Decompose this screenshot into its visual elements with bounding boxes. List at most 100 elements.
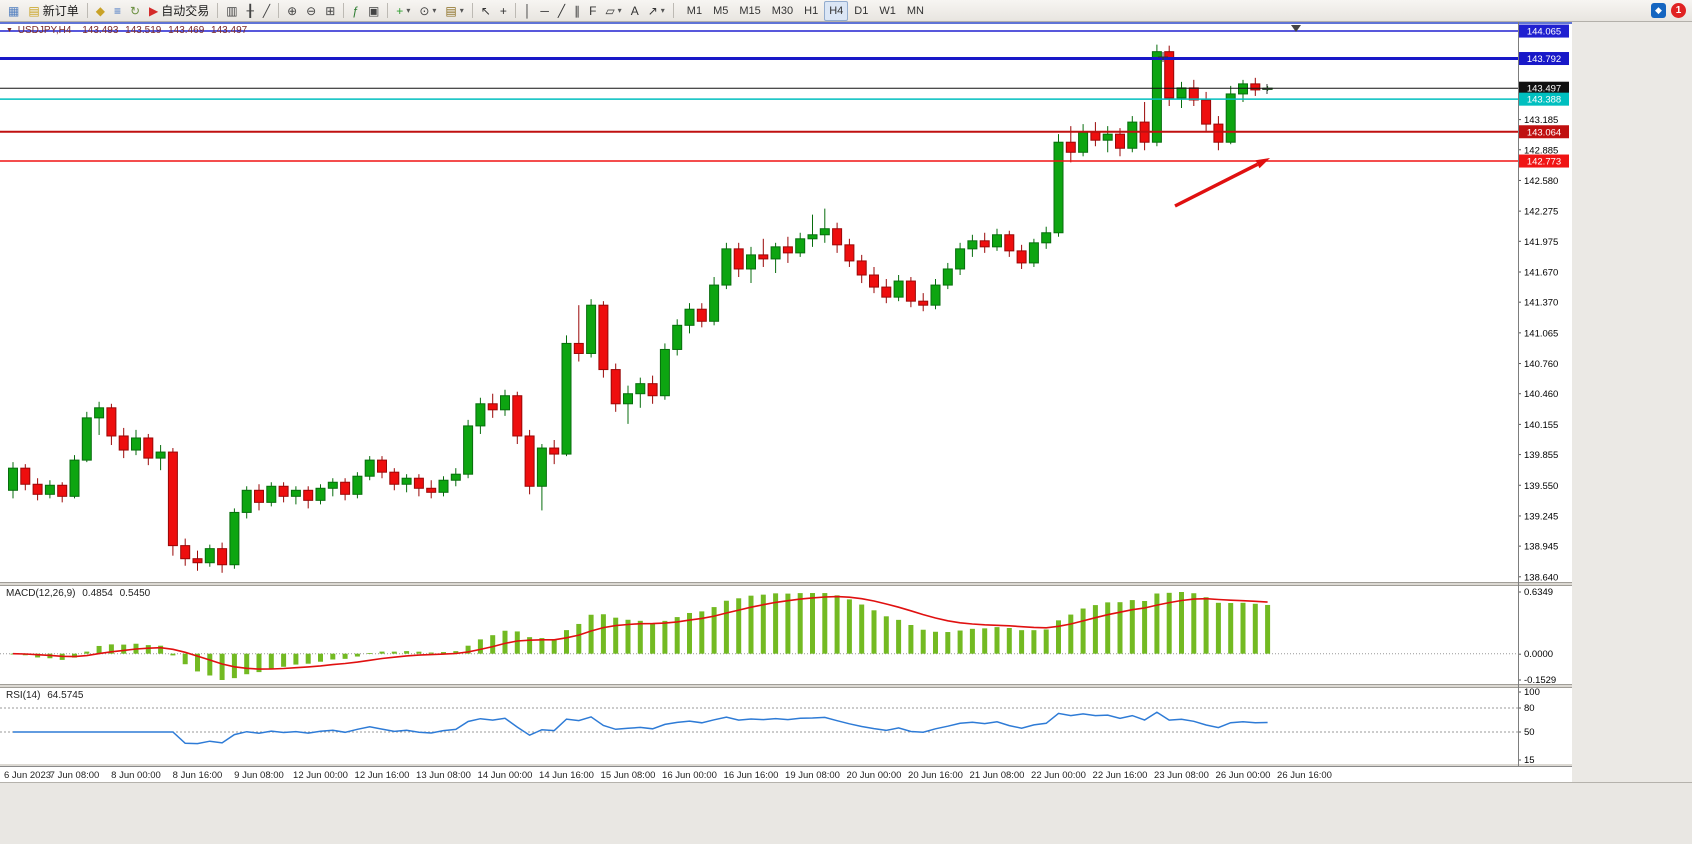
vertical-line-button[interactable]: │ [520, 1, 536, 21]
candle [733, 242, 744, 278]
refresh-button[interactable]: ↻ [126, 1, 144, 21]
macd-bar [723, 600, 729, 654]
candle-body [1238, 83, 1248, 95]
macd-bar [711, 607, 717, 654]
tf-d1-button[interactable]: D1 [854, 4, 869, 17]
add-indicator-caret-icon: ▾ [406, 6, 411, 15]
candle [647, 375, 658, 404]
time-label: 12 Jun 16:00 [355, 770, 410, 781]
charts-button[interactable]: ▦ [4, 1, 23, 21]
macd-bar [1215, 602, 1221, 654]
text-button[interactable]: A [627, 1, 643, 21]
shapes-button[interactable]: ▱ ▾ [601, 1, 625, 21]
candle-body [647, 383, 658, 397]
macd-bar [933, 631, 938, 654]
templates-button[interactable]: ▤ ▾ [441, 1, 467, 21]
profiles-button[interactable]: ◆ [92, 1, 109, 21]
indicator-windows-button[interactable]: ▣ [364, 1, 383, 21]
notification-badge[interactable]: 1 [1671, 3, 1686, 18]
candle-body [623, 393, 633, 405]
auto-trading-button[interactable]: ▶ 自动交易 [145, 1, 213, 21]
price-tag-label: 142.773 [1527, 157, 1561, 168]
candle-body [1016, 250, 1027, 264]
time-label: 13 Jun 08:00 [416, 770, 471, 781]
candlestick-chart-button[interactable]: ╂ [243, 1, 258, 21]
macd-bar [268, 653, 274, 669]
tile-windows-button[interactable]: ⊞ [321, 1, 339, 21]
price-tag-label: 143.497 [1527, 84, 1561, 95]
toolbar: ▦ ▤ 新订单 ◆ ≡ ↻ ▶ 自动交易 ▥ ╂ ╱ ⊕ ⊖ ⊞ ƒ ▣ + ▾ ⊙ ▾ ▤ ▾ ↖ + │ ─ ╱ ∥ F ▱ ▾ A ↗ ▾ M… [0, 0, 1692, 22]
candle [992, 228, 1002, 251]
chart-shift-icon[interactable] [1291, 25, 1301, 32]
tf-m15-button[interactable]: M15 [739, 4, 761, 17]
tf-m5-button[interactable]: M5 [713, 4, 729, 17]
tf-h4-button[interactable]: H4 [824, 0, 849, 21]
tf-mn-button[interactable]: MN [906, 4, 924, 17]
macd-bar [551, 639, 557, 654]
time-label: 19 Jun 08:00 [785, 770, 840, 781]
tf-h1-button[interactable]: H1 [804, 4, 819, 17]
candle [524, 429, 535, 495]
pane-splitter[interactable] [0, 684, 1572, 688]
tf-w1-button[interactable]: W1 [879, 4, 896, 17]
candle-body [340, 481, 351, 495]
auto-trading-label: 自动交易 [161, 4, 210, 18]
macd-bar [281, 653, 287, 667]
new-order-button[interactable]: ▤ 新订单 [24, 1, 82, 21]
trendline-button[interactable]: ╱ [554, 1, 569, 21]
macd-bar [1129, 600, 1135, 654]
macd-bar [687, 612, 692, 654]
symbol-collapse-icon[interactable]: ▼ [6, 27, 13, 34]
candle [672, 319, 683, 356]
macd-indicator-label: MACD(12,26,9) 0.4854 0.5450 [6, 588, 154, 599]
candle [20, 464, 31, 491]
candle-body [81, 417, 92, 461]
indicators-button[interactable]: ƒ [348, 1, 363, 21]
candle [1004, 230, 1015, 257]
macd-bar [244, 653, 250, 675]
price-tag-label: 143.388 [1527, 95, 1561, 106]
candle-body [844, 244, 855, 262]
arrows-button[interactable]: ↗ ▾ [644, 1, 669, 21]
time-label: 14 Jun 00:00 [478, 770, 533, 781]
periods-button[interactable]: ⊙ ▾ [415, 1, 440, 21]
candle-body [290, 489, 301, 497]
tf-m30-button[interactable]: M30 [771, 4, 794, 17]
candle-body [1213, 123, 1224, 143]
price-tick-label: 142.885 [1524, 145, 1558, 156]
price-axis[interactable] [1518, 22, 1572, 766]
tf-m1-button[interactable]: M1 [686, 4, 703, 17]
cursor-button[interactable]: ↖ [477, 1, 495, 21]
add-indicator-icon: + [396, 3, 404, 18]
macd-bar [195, 653, 200, 672]
macd-bar [477, 639, 483, 654]
macd-bar [650, 623, 656, 654]
zoom-in-button[interactable]: ⊕ [283, 1, 301, 21]
toolbar-separator [217, 3, 219, 18]
bar-chart-button[interactable]: ▥ [222, 1, 241, 21]
crosshair-button[interactable]: + [496, 1, 511, 21]
candle [192, 550, 203, 571]
macd-value-main: 0.4854 [82, 588, 113, 599]
macd-histogram [10, 592, 1271, 680]
macd-bar [600, 614, 606, 654]
channel-button[interactable]: ∥ [570, 1, 584, 21]
candle-body [635, 383, 646, 395]
community-icon[interactable]: ◆ [1651, 3, 1666, 18]
zoom-out-button[interactable]: ⊖ [302, 1, 320, 21]
time-label: 16 Jun 16:00 [724, 770, 779, 781]
arrow-annotation[interactable] [1174, 158, 1270, 208]
fibonacci-button[interactable]: F [585, 1, 600, 21]
market-watch-button[interactable]: ≡ [110, 1, 125, 21]
price-tick-label: 139.245 [1524, 511, 1558, 522]
add-indicator-button[interactable]: + ▾ [392, 1, 414, 21]
time-axis[interactable] [0, 766, 1572, 782]
macd-bar [219, 653, 225, 680]
pane-splitter[interactable] [0, 582, 1572, 586]
price-tag-label: 144.065 [1527, 27, 1561, 38]
chart-plot-area[interactable] [0, 22, 1518, 582]
line-chart-button[interactable]: ╱ [259, 1, 274, 21]
candle [254, 484, 264, 511]
candle-body [167, 451, 178, 547]
horizontal-line-button[interactable]: ─ [536, 1, 553, 21]
